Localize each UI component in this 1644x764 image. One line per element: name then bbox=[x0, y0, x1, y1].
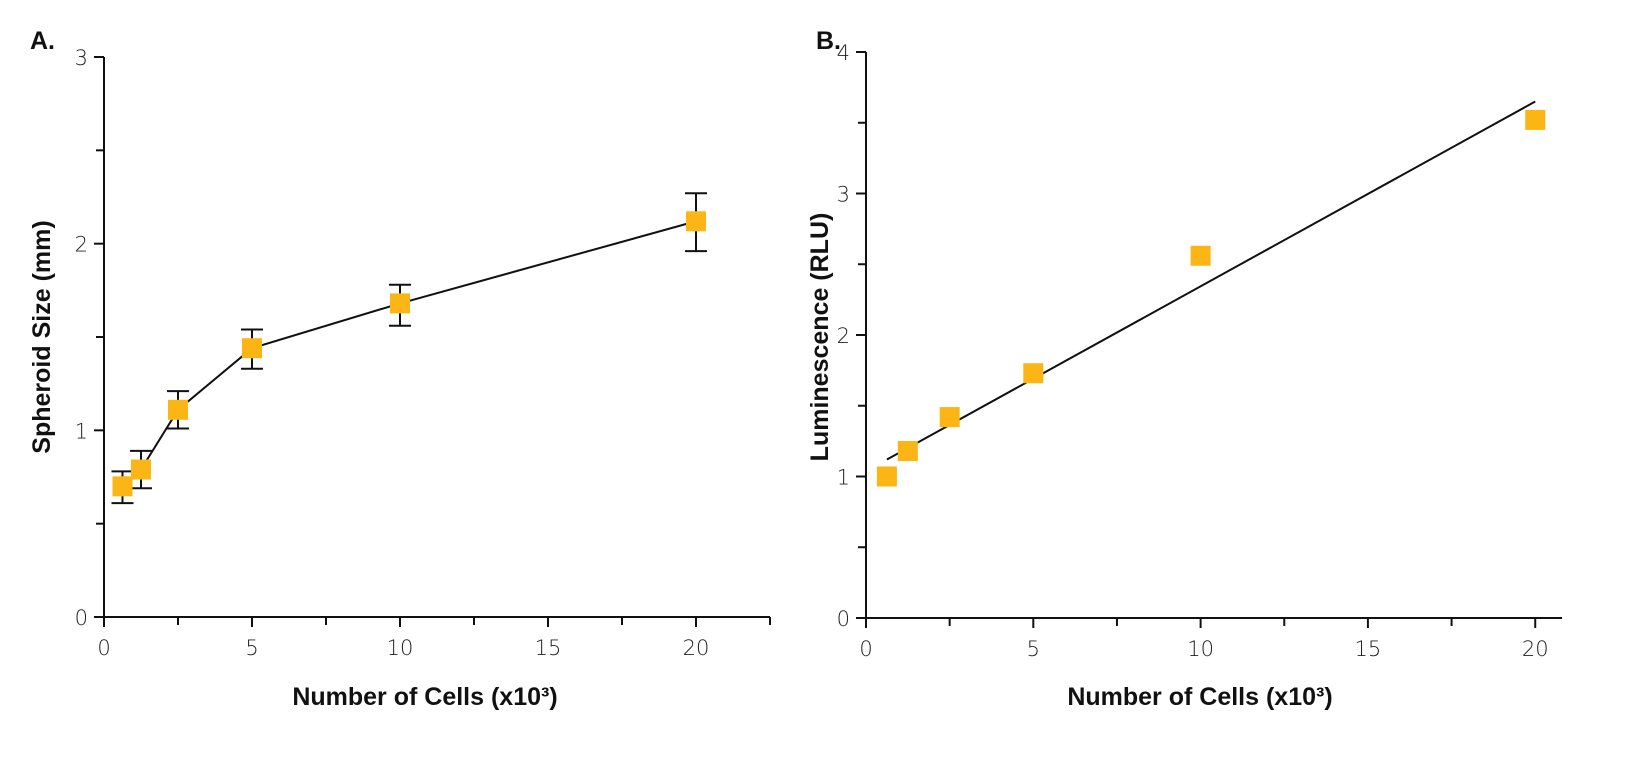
x-axis-label-b: Number of Cells (x10³) bbox=[1067, 683, 1332, 711]
x-tick-label: 10 bbox=[387, 636, 414, 660]
x-tick-label: 0 bbox=[97, 636, 110, 660]
y-axis-label-a: Spheroid Size (mm) bbox=[28, 220, 56, 453]
x-tick-label: 20 bbox=[1522, 637, 1549, 661]
x-tick-label: 20 bbox=[683, 636, 710, 660]
data-point bbox=[112, 476, 133, 497]
series-line bbox=[121, 220, 697, 488]
data-point bbox=[876, 466, 897, 487]
y-tick-label: 0 bbox=[75, 606, 88, 630]
data-point bbox=[390, 293, 410, 314]
data-point bbox=[939, 407, 960, 428]
chart-a-plot: 0 1 2 3 0 5 10 15 20 bbox=[75, 46, 771, 660]
y-tick-label: 3 bbox=[75, 46, 88, 70]
chart-b-plot: 0 1 2 3 4 0 5 10 15 20 bbox=[837, 41, 1562, 661]
data-point bbox=[686, 211, 706, 232]
panel-label-a: A. bbox=[30, 27, 55, 55]
data-point bbox=[1525, 109, 1546, 130]
y-tick-label: 2 bbox=[837, 324, 850, 348]
fit-line bbox=[886, 100, 1536, 461]
x-tick-label: 15 bbox=[1355, 637, 1382, 661]
data-point bbox=[168, 399, 188, 420]
x-tick-label: 0 bbox=[859, 637, 872, 661]
y-tick-label: 0 bbox=[837, 607, 850, 631]
data-point bbox=[242, 338, 262, 359]
y-tick-label: 3 bbox=[837, 183, 850, 207]
data-point bbox=[1023, 363, 1044, 384]
data-point bbox=[131, 459, 151, 480]
y-tick-label: 4 bbox=[837, 41, 850, 65]
y-axis-label-b: Luminescence (RLU) bbox=[806, 213, 834, 462]
x-axis-label-a: Number of Cells (x10³) bbox=[292, 683, 557, 711]
data-point bbox=[1190, 245, 1211, 266]
data-point bbox=[897, 441, 918, 462]
y-tick-label: 1 bbox=[837, 466, 850, 490]
x-tick-label: 10 bbox=[1187, 637, 1214, 661]
y-tick-label: 2 bbox=[75, 233, 88, 257]
x-tick-label: 15 bbox=[535, 636, 562, 660]
y-tick-label: 1 bbox=[75, 419, 88, 443]
x-tick-label: 5 bbox=[1027, 637, 1040, 661]
panel-label-b: B. bbox=[816, 27, 841, 55]
x-tick-label: 5 bbox=[245, 636, 258, 660]
